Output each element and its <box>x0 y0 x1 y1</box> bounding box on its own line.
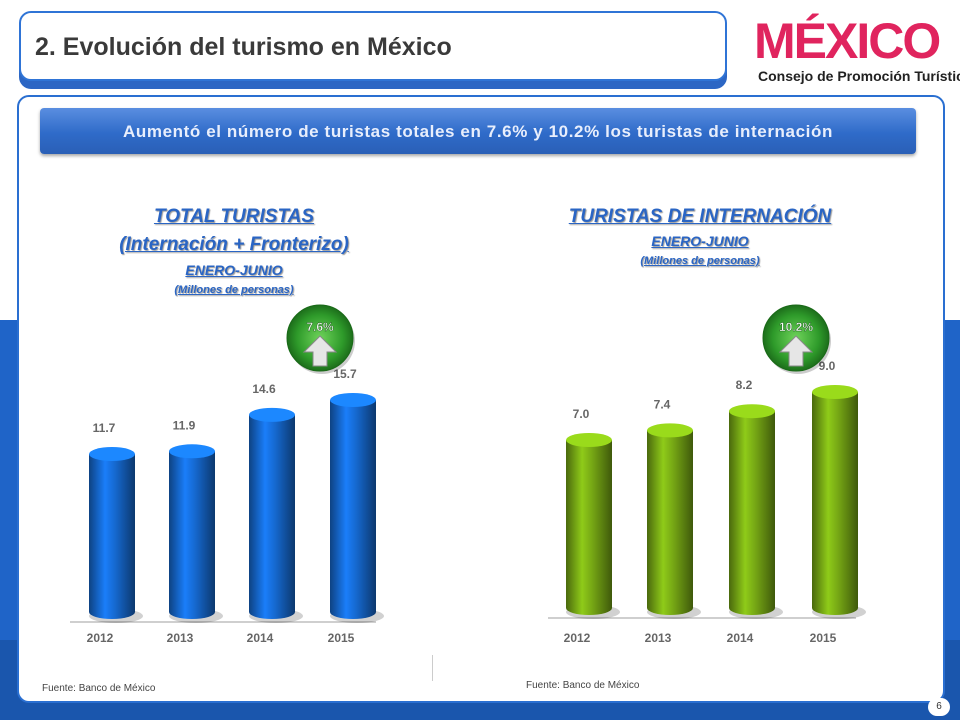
bar-value-label: 14.6 <box>252 382 276 396</box>
bar-value-label: 15.7 <box>333 367 357 381</box>
x-tick-label: 2014 <box>247 631 274 645</box>
bar-cap-2015 <box>330 393 376 407</box>
bar-value-label: 7.4 <box>654 397 671 411</box>
bar-value-label: 8.2 <box>736 378 753 392</box>
x-tick-label: 2015 <box>810 631 837 645</box>
source-note-left: Fuente: Banco de México <box>42 683 156 694</box>
x-tick-label: 2015 <box>328 631 355 645</box>
bar-cap-2013 <box>647 423 693 438</box>
logo-word: MÉXICO <box>754 13 939 69</box>
bar-cap-2014 <box>249 407 295 422</box>
bar-2014 <box>249 414 295 619</box>
x-tick-label: 2012 <box>564 631 591 645</box>
bar-cap-2012 <box>89 447 135 462</box>
bar-cap-2012 <box>566 433 612 447</box>
title-box: 2. Evolución del turismo en México <box>19 11 727 81</box>
page-number: 6 <box>928 698 950 716</box>
growth-badge-text: 10.2% <box>779 320 813 334</box>
source-note-right: Fuente: Banco de México <box>526 680 640 691</box>
left-chart-subtitle: (Internación + Fronterizo) <box>119 234 349 255</box>
bar-2013 <box>169 451 215 619</box>
bar-value-label: 9.0 <box>819 359 836 373</box>
page-title: 2. Evolución del turismo en México <box>35 33 452 61</box>
right-chart-title: TURISTAS DE INTERNACIÓN <box>568 206 832 227</box>
up-arrow-icon <box>778 335 814 367</box>
right-chart-period: ENERO-JUNIO <box>651 233 749 249</box>
bar-2015 <box>812 392 858 615</box>
growth-badge-text: 7.6% <box>306 320 334 334</box>
bar-cap-2015 <box>812 385 858 399</box>
x-tick-label: 2014 <box>727 631 754 645</box>
left-chart-period: ENERO-JUNIO <box>185 262 283 278</box>
x-tick-label: 2012 <box>87 631 114 645</box>
footer-divider <box>432 655 433 681</box>
bar-value-label: 7.0 <box>573 407 590 421</box>
left-chart-units: (Millones de personas) <box>174 284 294 296</box>
bar-cap-2014 <box>729 404 775 419</box>
bar-value-label: 11.7 <box>93 421 116 435</box>
x-tick-label: 2013 <box>645 631 672 645</box>
bar-2014 <box>729 411 775 615</box>
bar-2015 <box>330 400 376 619</box>
bar-cap-2013 <box>169 444 215 459</box>
mexico-logo: MÉXICO <box>754 13 941 69</box>
up-arrow-icon <box>302 335 338 367</box>
right-chart-units: (Millones de personas) <box>640 255 760 267</box>
x-tick-label: 2013 <box>167 631 194 645</box>
headline-banner: Aumentó el número de turistas totales en… <box>40 108 916 154</box>
bar-2012 <box>566 440 612 615</box>
bar-2012 <box>89 454 135 619</box>
bar-value-label: 11.9 <box>173 418 196 432</box>
headline-text: Aumentó el número de turistas totales en… <box>123 122 833 141</box>
logo-subtitle: Consejo de Promoción Turística <box>758 68 960 84</box>
left-chart-title: TOTAL TURISTAS <box>153 206 315 227</box>
bar-2013 <box>647 430 693 615</box>
